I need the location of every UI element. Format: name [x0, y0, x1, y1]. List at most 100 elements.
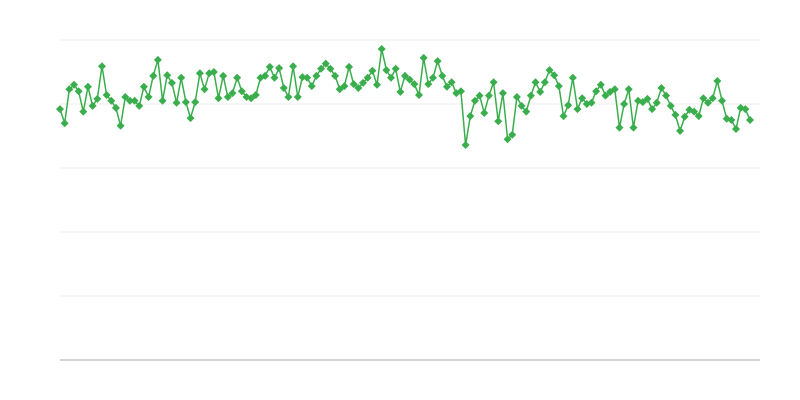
data-point: [419, 53, 428, 62]
data-point: [158, 96, 167, 105]
data-point: [391, 64, 400, 73]
data-point: [363, 73, 372, 82]
data-point: [610, 85, 619, 94]
data-point: [56, 105, 64, 114]
data-point: [503, 135, 512, 144]
data-point: [209, 68, 218, 76]
data-point: [116, 121, 125, 130]
data-point: [177, 73, 186, 82]
data-point: [713, 76, 722, 85]
data-point: [522, 107, 531, 116]
data-point: [587, 98, 596, 107]
data-point: [741, 105, 750, 114]
data-point: [387, 73, 396, 82]
data-point: [233, 73, 242, 82]
data-point: [65, 85, 74, 94]
data-point: [629, 123, 638, 132]
data-point: [69, 80, 78, 89]
data-point: [573, 105, 582, 114]
data-point: [275, 64, 284, 73]
data-point: [498, 89, 507, 98]
data-point: [97, 62, 106, 71]
data-point: [373, 80, 382, 89]
data-point: [657, 84, 666, 92]
data-point: [624, 85, 633, 94]
data-point: [284, 92, 293, 101]
data-point: [536, 87, 545, 96]
data-point: [694, 112, 703, 121]
data-point: [60, 119, 69, 128]
data-point: [620, 100, 629, 108]
data-point: [382, 66, 391, 75]
data-point: [550, 71, 559, 80]
data-point: [163, 71, 172, 80]
data-point: [461, 140, 470, 149]
data-point: [219, 71, 228, 80]
data-point: [298, 73, 307, 82]
data-point: [718, 96, 727, 105]
data-point: [293, 92, 302, 101]
data-point: [531, 78, 540, 87]
data-point: [289, 62, 298, 71]
data-point: [489, 78, 498, 87]
data-point: [433, 57, 442, 66]
data-point: [456, 87, 465, 96]
data-point: [732, 124, 741, 133]
data-point: [564, 101, 573, 110]
data-point: [88, 101, 97, 110]
data-point: [699, 94, 708, 103]
data-point: [554, 82, 563, 91]
data-point: [643, 94, 652, 103]
data-point: [377, 44, 386, 53]
data-point: [149, 71, 158, 80]
data-point: [279, 84, 288, 92]
data-point: [704, 98, 713, 107]
data-point: [83, 82, 92, 91]
data-point: [494, 117, 503, 126]
data-point: [512, 92, 521, 101]
data-point: [354, 84, 363, 92]
data-point: [144, 92, 153, 101]
data-point: [111, 103, 120, 112]
data-point: [74, 87, 83, 96]
data-point: [428, 73, 437, 82]
data-point: [326, 64, 335, 73]
data-point: [410, 80, 419, 89]
data-point: [321, 59, 330, 68]
data-point: [186, 114, 195, 123]
data-point: [662, 91, 671, 100]
data-point: [125, 96, 134, 105]
data-point: [708, 94, 717, 103]
data-point: [648, 105, 657, 114]
data-point: [307, 82, 316, 91]
data-point: [601, 91, 610, 100]
data-point: [578, 94, 587, 103]
data-point: [121, 92, 130, 101]
data-point: [540, 78, 549, 87]
data-point: [79, 107, 88, 116]
data-point: [317, 64, 326, 73]
data-point: [135, 101, 144, 110]
data-point: [93, 94, 102, 103]
data-point: [447, 78, 456, 87]
data-point: [265, 62, 274, 71]
data-point: [195, 69, 204, 78]
data-point: [172, 98, 181, 107]
data-point: [340, 82, 349, 91]
data-point: [312, 71, 321, 80]
data-point: [223, 92, 232, 101]
data-point: [228, 89, 237, 98]
data-point: [396, 87, 405, 96]
data-point: [414, 91, 423, 100]
data-point: [167, 78, 176, 87]
data-point: [214, 94, 223, 103]
data-point: [526, 91, 535, 100]
data-point: [484, 91, 493, 100]
data-point: [592, 87, 601, 96]
data-point: [442, 82, 451, 91]
data-point: [261, 71, 270, 80]
data-point: [596, 80, 605, 89]
data-point: [270, 73, 279, 82]
data-point: [508, 130, 517, 139]
